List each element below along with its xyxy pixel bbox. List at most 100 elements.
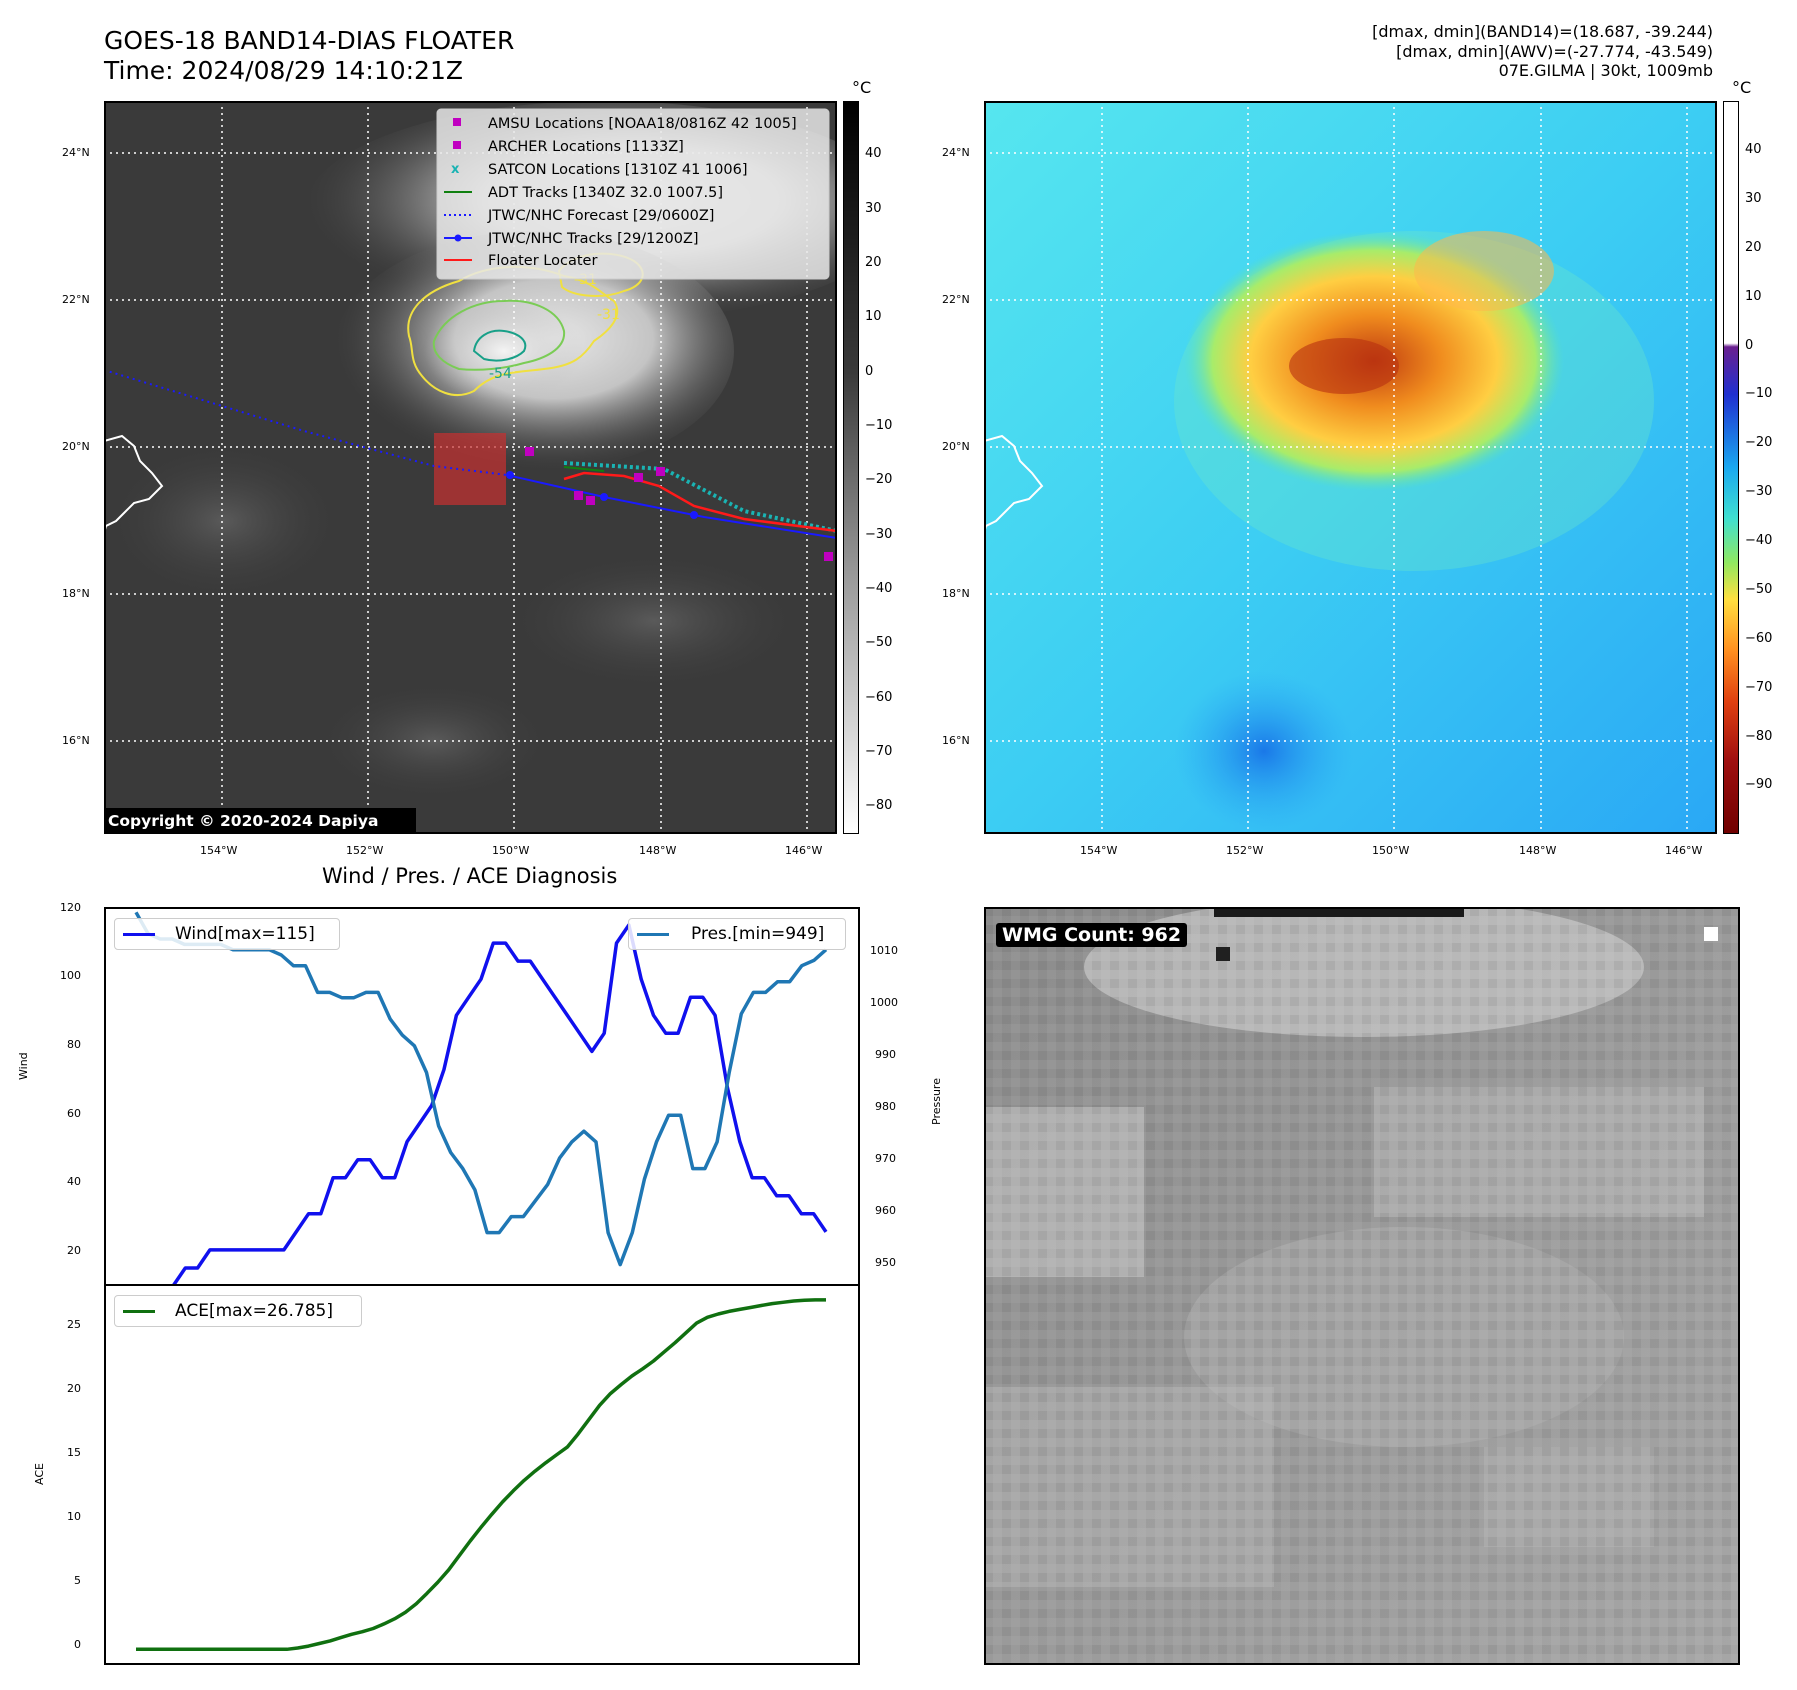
- wmg-panel: WMG Count: 962: [984, 907, 1740, 1665]
- ir-lon-label: 152°W: [346, 844, 384, 857]
- awv-cbar-tick: 20: [1745, 240, 1762, 255]
- copyright-box: [104, 808, 416, 832]
- legend-archer: ARCHER Locations [1133Z]: [488, 139, 684, 155]
- contour-label-2: -31: [597, 307, 620, 323]
- legend-forecast: JTWC/NHC Forecast [29/0600Z]: [487, 208, 714, 224]
- pressure-tick: 1010: [870, 944, 898, 957]
- awv-gridlines: [984, 101, 1717, 834]
- ir-cbar-tick: 30: [865, 201, 882, 216]
- ir-legend: AMSU Locations [NOAA18/0816Z 42 1005] AR…: [436, 108, 830, 280]
- ir-lon-label: 146°W: [785, 844, 823, 857]
- ir-cbar-tick: −40: [865, 581, 893, 596]
- wind-tick: 100: [60, 969, 81, 982]
- ir-lat-label: 16°N: [62, 734, 90, 747]
- awv-lon-label: 146°W: [1665, 844, 1703, 857]
- ir-map: -31 -31 -54 AMSU Locations [NOAA18/0816Z: [103, 101, 904, 834]
- awv-cbar-tick: −90: [1745, 777, 1773, 792]
- awv-cbar-tick: −80: [1745, 729, 1773, 744]
- awv-cbar-tick: −70: [1745, 680, 1773, 695]
- awv-range: [dmax, dmin](AWV)=(-27.774, -43.549): [1396, 41, 1713, 61]
- awv-lon-label: 152°W: [1226, 844, 1264, 857]
- jtwc-track: [506, 474, 838, 539]
- ace-series-group: [136, 1298, 826, 1652]
- awv-lon-label: 148°W: [1519, 844, 1557, 857]
- storm-identity: 07E.GILMA | 30kt, 1009mb: [1498, 61, 1713, 80]
- awv-colorbar: [1723, 101, 1739, 834]
- ir-map-frame: [104, 101, 837, 834]
- awv-colorbar-unit: °C: [1732, 78, 1752, 97]
- awv-lat-label: 16°N: [942, 734, 970, 747]
- awv-map-frame: [984, 101, 1717, 834]
- legend-adt: ADT Tracks [1340Z 32.0 1007.5]: [488, 185, 723, 201]
- hawaii-coastline-awv: [983, 434, 1044, 534]
- contour-label-3: -54: [489, 366, 512, 382]
- contour-green: [432, 299, 566, 371]
- pressure-axis-label: Pressure: [930, 1078, 943, 1125]
- awv-lon-label: 150°W: [1372, 844, 1410, 857]
- ir-cbar-tick: −50: [865, 635, 893, 650]
- legend-satcon: SATCON Locations [1310Z 41 1006]: [488, 162, 747, 178]
- ir-colorbar-unit: °C: [852, 78, 872, 97]
- ace-tick: 10: [67, 1510, 81, 1523]
- awv-lat-label: 20°N: [942, 440, 970, 453]
- pressure-tick: 990: [875, 1048, 896, 1061]
- ace-plot: [136, 1298, 826, 1652]
- ace-tick: 20: [67, 1382, 81, 1395]
- floater-track: [563, 471, 838, 533]
- ir-cbar-tick: −30: [865, 527, 893, 542]
- awv-cbar-tick: 0: [1745, 338, 1754, 353]
- wind-pres-plot: [134, 911, 828, 1286]
- ace-legend-label: ACE[max=26.785]: [175, 1301, 333, 1321]
- copyright-text: Copyright © 2020-2024 Dapiya: [108, 812, 378, 830]
- ir-cbar-tick: −20: [865, 472, 893, 487]
- contour-teal: [472, 329, 527, 362]
- wmg-image: [984, 907, 1740, 1665]
- awv-map-panel: [983, 101, 1717, 834]
- pressure-tick: 970: [875, 1152, 896, 1165]
- awv-cbar-tick: 10: [1745, 289, 1762, 304]
- wind-series-group: [134, 911, 828, 1286]
- ir-cbar-tick: 10: [865, 309, 882, 324]
- title-line-1: GOES-18 BAND14-DIAS FLOATER: [104, 26, 515, 55]
- hawaii-coastline: [103, 434, 164, 534]
- ace-tick: 25: [67, 1318, 81, 1331]
- ir-lon-label: 148°W: [639, 844, 677, 857]
- awv-lon-label: 154°W: [1080, 844, 1118, 857]
- ir-lon-label: 150°W: [492, 844, 530, 857]
- storm-info: [dmax, dmin](BAND14)=(18.687, -39.244) […: [1372, 22, 1713, 81]
- wind-tick: 40: [67, 1175, 81, 1188]
- adt-track: [563, 466, 605, 472]
- forecast-track: [103, 369, 508, 476]
- ir-cbar-tick: 20: [865, 255, 882, 270]
- ace-plot-frame: [104, 1284, 860, 1665]
- ir-lat-label: 24°N: [62, 146, 90, 159]
- ir-cbar-tick: 0: [865, 364, 874, 379]
- ir-lat-label: 18°N: [62, 587, 90, 600]
- ir-cbar-tick: −80: [865, 798, 893, 813]
- figure-title: GOES-18 BAND14-DIAS FLOATER Time: 2024/0…: [104, 26, 514, 86]
- awv-cbar-tick: −20: [1745, 435, 1773, 450]
- wind-tick: 120: [60, 901, 81, 914]
- wmg-count-label: WMG Count: 962: [1002, 924, 1182, 946]
- ir-cbar-tick: −10: [865, 418, 893, 433]
- awv-cbar-tick: −50: [1745, 582, 1773, 597]
- svg-text:x: x: [451, 162, 460, 177]
- legend-jtwc: JTWC/NHC Tracks [29/1200Z]: [487, 231, 699, 247]
- wmg-frame: [984, 907, 1740, 1665]
- wmg-count-badge: WMG Count: 962: [996, 923, 1188, 947]
- wind-legend: Wind[max=115]: [114, 918, 340, 950]
- pressure-legend: Pres.[min=949]: [628, 918, 846, 950]
- ace-series-line: [136, 1298, 826, 1652]
- awv-cbar-tick: −40: [1745, 533, 1773, 548]
- title-line-2: Time: 2024/08/29 14:10:21Z: [104, 56, 463, 85]
- legend-amsu: AMSU Locations [NOAA18/0816Z 42 1005]: [488, 116, 797, 132]
- ir-map-panel: -31 -31 -54 AMSU Locations [NOAA18/0816Z: [103, 101, 904, 834]
- floater-box: [434, 433, 506, 505]
- ir-lat-label: 20°N: [62, 440, 90, 453]
- awv-lat-label: 24°N: [942, 146, 970, 159]
- diagnosis-title: Wind / Pres. / ACE Diagnosis: [322, 864, 618, 888]
- wind-tick: 60: [67, 1107, 81, 1120]
- wind-legend-label: Wind[max=115]: [175, 924, 315, 944]
- pressure-tick: 950: [875, 1256, 896, 1269]
- archer-markers: [525, 447, 833, 561]
